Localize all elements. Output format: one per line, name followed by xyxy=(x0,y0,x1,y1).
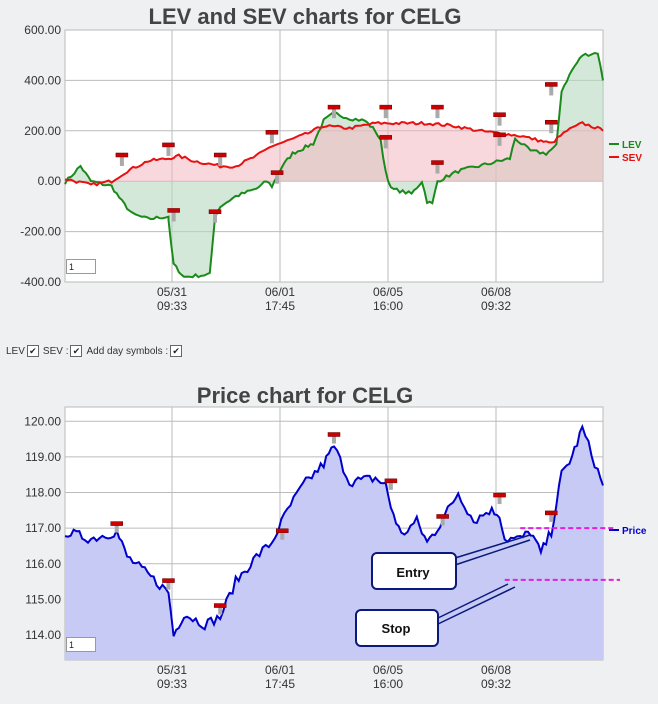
lev-sev-chart-title: LEV and SEV charts for CELG xyxy=(149,4,462,29)
day-symbol xyxy=(431,104,444,119)
price-zoom-input[interactable]: 1 xyxy=(66,637,96,652)
sev-toggle[interactable]: SEV : ✔ xyxy=(43,345,83,357)
day-symbol xyxy=(431,160,444,174)
day-symbol xyxy=(436,514,449,526)
day-symbol xyxy=(167,208,180,222)
lev-toggle[interactable]: LEV ✔ xyxy=(6,345,39,357)
day-symbol xyxy=(213,603,227,615)
day-symbol xyxy=(115,152,129,166)
day-symbols-label: Add day symbols : xyxy=(86,345,169,357)
day-symbol xyxy=(545,510,558,522)
y-tick-label: 119.00 xyxy=(25,450,61,464)
y-tick-label: 200.00 xyxy=(24,124,61,138)
price-legend: Price xyxy=(609,526,647,537)
x-tick-date: 06/01 xyxy=(265,663,295,677)
lev-sev-zoom-input[interactable]: 1 xyxy=(66,259,96,274)
x-tick-time: 09:32 xyxy=(481,677,511,691)
lev-series-line xyxy=(64,51,604,279)
x-tick-time: 09:33 xyxy=(157,299,187,313)
x-tick-time: 09:33 xyxy=(157,677,187,691)
y-tick-label: 600.00 xyxy=(24,23,61,37)
day-symbols-checkbox[interactable]: ✔ xyxy=(170,345,183,357)
y-tick-label: -400.00 xyxy=(20,275,61,289)
x-tick-date: 06/05 xyxy=(373,663,403,677)
day-symbol xyxy=(384,478,398,490)
day-symbols-toggle[interactable]: Add day symbols : ✔ xyxy=(86,345,183,357)
day-symbol xyxy=(276,528,289,540)
price-chart-title: Price chart for CELG xyxy=(197,383,413,408)
x-tick-date: 06/05 xyxy=(373,285,403,299)
day-symbol xyxy=(379,104,392,119)
x-tick-time: 09:32 xyxy=(481,299,511,313)
day-symbol xyxy=(493,132,506,146)
entry-callout: Entry xyxy=(371,534,531,590)
day-symbol xyxy=(110,521,123,533)
day-symbol xyxy=(208,209,222,223)
x-tick-time: 17:45 xyxy=(265,299,295,313)
x-tick-date: 05/31 xyxy=(157,285,187,299)
y-tick-label: 114.00 xyxy=(25,628,61,642)
day-symbol xyxy=(493,112,506,126)
lev-toggle-label: LEV xyxy=(6,345,25,357)
sev-toggle-label: SEV : xyxy=(42,345,69,357)
y-tick-label: 116.00 xyxy=(25,557,61,571)
day-symbol xyxy=(213,152,227,166)
y-tick-label: 117.00 xyxy=(25,521,61,535)
y-tick-label: 118.00 xyxy=(25,486,61,500)
lev-sev-chart: LEV and SEV charts for CELG 600.00 400.00… xyxy=(20,4,642,313)
x-tick-time: 16:00 xyxy=(373,677,403,691)
x-tick-date: 05/31 xyxy=(157,663,187,677)
legend-price-label: Price xyxy=(622,526,647,537)
stop-callout: Stop xyxy=(355,583,516,647)
x-tick-date: 06/08 xyxy=(481,285,511,299)
lev-sev-legend: LEV SEV xyxy=(609,140,642,164)
day-symbol xyxy=(162,578,175,590)
day-symbol xyxy=(493,492,506,505)
day-symbol xyxy=(545,119,558,134)
y-tick-label: -200.00 xyxy=(20,225,61,239)
entry-label: Entry xyxy=(396,565,430,580)
lev-checkbox[interactable]: ✔ xyxy=(26,345,39,357)
y-tick-label: 400.00 xyxy=(24,73,61,87)
day-symbol xyxy=(265,130,279,144)
chart-controls: LEV ✔ SEV : ✔ Add day symbols : ✔ xyxy=(6,345,186,357)
legend-sev-label: SEV xyxy=(622,153,642,164)
y-tick-label: 120.00 xyxy=(24,414,61,428)
price-area xyxy=(65,426,603,660)
y-tick-label: 115.00 xyxy=(25,592,61,606)
day-symbol xyxy=(327,104,341,119)
x-tick-time: 16:00 xyxy=(373,299,403,313)
sev-area xyxy=(65,122,603,186)
price-series-line xyxy=(64,423,604,637)
sev-checkbox[interactable]: ✔ xyxy=(70,345,83,357)
x-tick-date: 06/08 xyxy=(481,663,511,677)
legend-lev-label: LEV xyxy=(622,140,642,151)
day-symbol xyxy=(270,170,284,184)
day-symbol xyxy=(545,82,558,96)
sev-series-line xyxy=(64,120,604,187)
day-symbol xyxy=(379,135,392,149)
price-chart: Price chart for CELG 120.00 119.00 118.00 1… xyxy=(24,383,647,691)
day-symbol xyxy=(162,142,175,156)
y-tick-label: 0.00 xyxy=(38,174,62,188)
stop-label: Stop xyxy=(382,621,411,636)
x-tick-time: 17:45 xyxy=(265,677,295,691)
x-tick-date: 06/01 xyxy=(265,285,295,299)
day-symbol xyxy=(327,432,341,444)
